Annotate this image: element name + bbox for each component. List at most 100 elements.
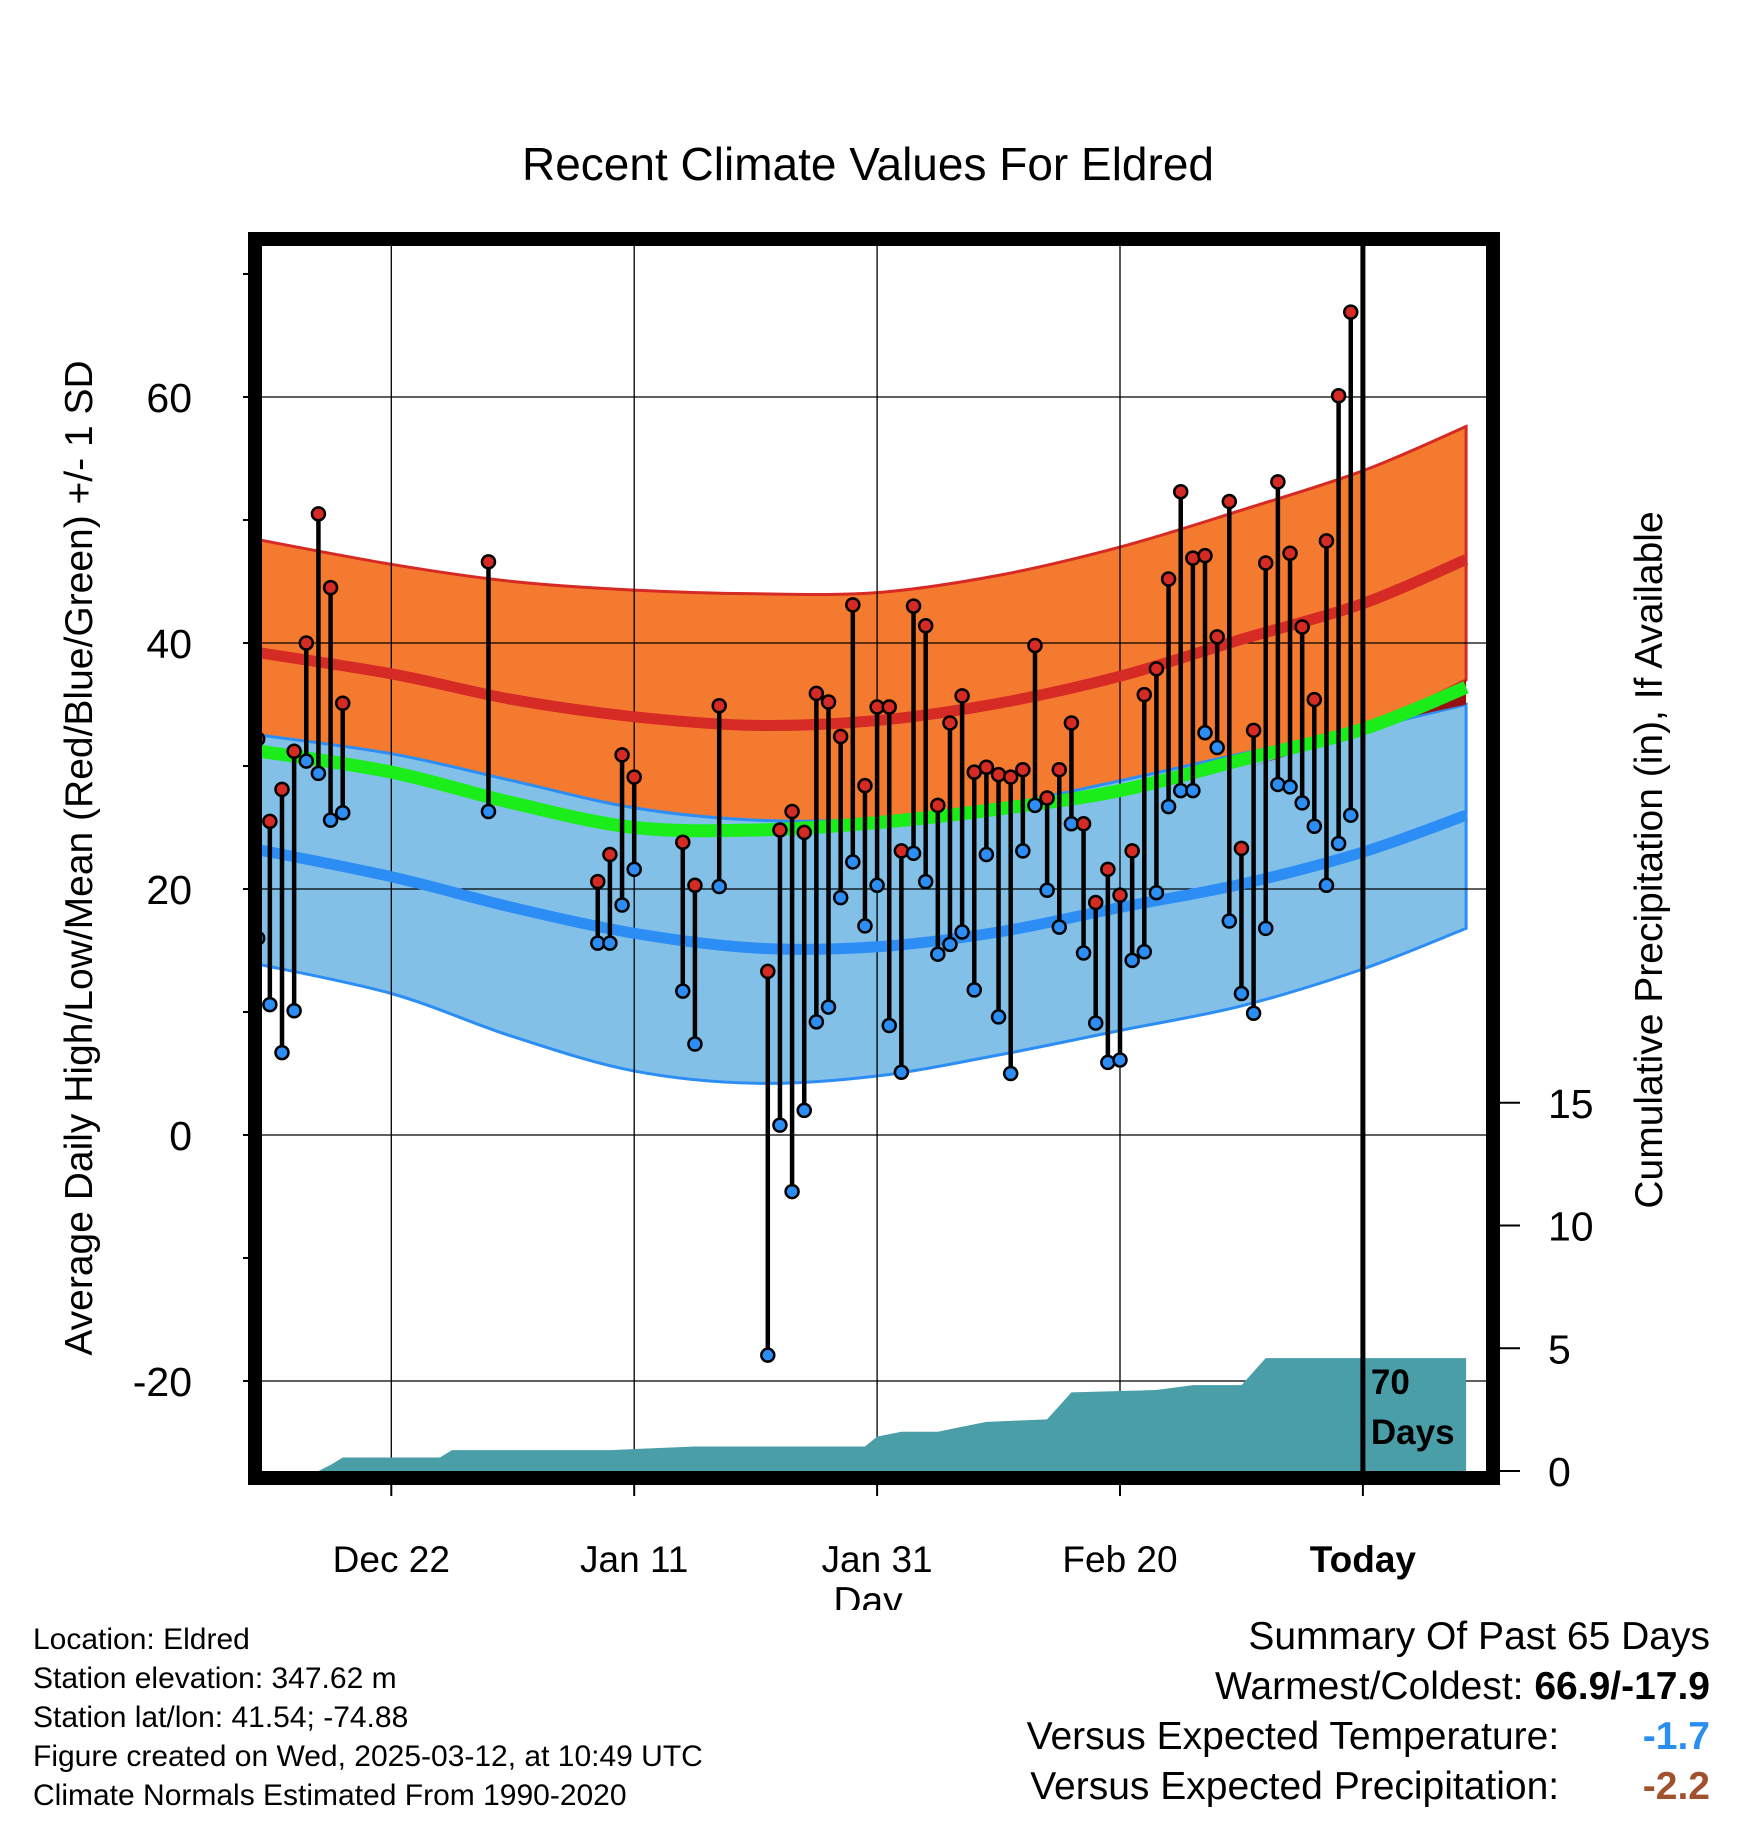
daily-high-point bbox=[1209, 629, 1225, 645]
daily-low-point bbox=[1039, 882, 1055, 898]
warm-cold-label: Warmest/Coldest: bbox=[1215, 1665, 1524, 1708]
daily-high-point bbox=[590, 873, 606, 890]
daily-low-point bbox=[820, 999, 837, 1015]
daily-low-point bbox=[675, 983, 691, 999]
daily-high-point bbox=[1233, 840, 1250, 857]
daily-low-point bbox=[262, 996, 278, 1013]
warm-cold-row: Warmest/Coldest: 66.9/-17.9 bbox=[1027, 1662, 1710, 1712]
daily-low-point bbox=[1257, 920, 1274, 937]
daily-low-point bbox=[905, 845, 922, 862]
y-tick-label: 60 bbox=[146, 375, 192, 421]
daily-high-point bbox=[820, 694, 837, 710]
daily-high-point bbox=[1051, 761, 1068, 778]
precip-value: -2.2 bbox=[1642, 1765, 1710, 1808]
daily-low-point bbox=[1100, 1054, 1116, 1071]
daily-high-point bbox=[845, 597, 861, 613]
elevation-text: Station elevation: 347.62 m bbox=[33, 1662, 397, 1695]
created-text: Figure created on Wed, 2025-03-12, at 10… bbox=[33, 1740, 703, 1773]
warm-cold-value: 66.9/-17.9 bbox=[1534, 1665, 1710, 1708]
daily-low-point bbox=[602, 935, 618, 951]
daily-low-point bbox=[1112, 1052, 1128, 1068]
daily-low-point bbox=[845, 854, 861, 870]
location-text: Location: Eldred bbox=[33, 1623, 250, 1656]
x-axis-label: Day bbox=[833, 1580, 903, 1610]
daily-high-point bbox=[1245, 722, 1262, 739]
daily-high-point bbox=[322, 579, 339, 596]
daily-low-point bbox=[1160, 798, 1177, 815]
daily-low-point bbox=[1330, 835, 1347, 852]
daily-high-point bbox=[1124, 843, 1140, 859]
daily-low-point bbox=[1015, 843, 1031, 859]
y2-tick-label: 5 bbox=[1548, 1326, 1571, 1372]
daily-low-point bbox=[784, 1183, 800, 1200]
daily-low-point bbox=[334, 804, 351, 821]
daily-high-point bbox=[808, 685, 825, 702]
daily-high-point bbox=[1330, 388, 1347, 404]
x-tick-label: Dec 22 bbox=[333, 1539, 450, 1580]
daily-high-point bbox=[1221, 493, 1238, 510]
daily-low-point bbox=[1051, 919, 1068, 935]
daily-high-point bbox=[1002, 769, 1019, 785]
daily-low-point bbox=[1294, 795, 1310, 811]
daily-low-point bbox=[1270, 776, 1286, 793]
daily-high-point bbox=[1063, 715, 1080, 731]
daily-low-point bbox=[966, 982, 983, 998]
y-tick-label: 20 bbox=[146, 867, 192, 913]
daily-high-point bbox=[1136, 686, 1153, 703]
daily-low-point bbox=[1136, 943, 1153, 960]
daily-high-point bbox=[274, 781, 290, 798]
daily-high-point bbox=[796, 824, 812, 841]
daily-high-point bbox=[1282, 545, 1298, 561]
daily-low-point bbox=[1282, 779, 1298, 795]
daily-high-point bbox=[905, 598, 922, 614]
daily-high-point bbox=[857, 777, 873, 794]
daily-low-point bbox=[711, 878, 727, 895]
daily-low-point bbox=[917, 873, 934, 890]
daily-high-point bbox=[978, 759, 995, 775]
daily-low-point bbox=[1343, 807, 1359, 823]
daily-low-point bbox=[310, 765, 327, 782]
daily-low-point bbox=[1245, 1005, 1262, 1021]
daily-high-point bbox=[1185, 550, 1201, 566]
daily-low-point bbox=[1197, 725, 1213, 741]
daily-high-point bbox=[832, 728, 849, 745]
chart-title: Recent Climate Values For Eldred bbox=[522, 138, 1214, 190]
daily-low-point bbox=[1233, 985, 1250, 1002]
daily-high-point bbox=[480, 554, 497, 570]
y-tick-label: 0 bbox=[169, 1113, 192, 1159]
daily-high-point bbox=[760, 963, 776, 980]
x-tick-label: Jan 11 bbox=[580, 1539, 688, 1580]
daily-low-point bbox=[857, 918, 873, 934]
daily-high-point bbox=[881, 699, 897, 715]
daily-low-point bbox=[796, 1102, 812, 1119]
precip-area bbox=[262, 1358, 1467, 1471]
y2-tick-label: 15 bbox=[1548, 1081, 1594, 1127]
daily-low-point bbox=[298, 753, 315, 769]
daily-low-point bbox=[1124, 952, 1140, 969]
daily-low-point bbox=[1318, 877, 1335, 894]
summary-panel: Summary Of Past 65 Days Warmest/Coldest:… bbox=[1027, 1612, 1710, 1812]
daily-high-point bbox=[1318, 533, 1335, 549]
y-tick-label: 40 bbox=[146, 621, 192, 667]
daily-high-point bbox=[917, 618, 934, 634]
daily-low-point bbox=[930, 946, 946, 962]
daily-low-point bbox=[1002, 1065, 1019, 1082]
daily-low-point bbox=[322, 812, 339, 828]
y2-tick-label: 10 bbox=[1548, 1204, 1594, 1250]
daily-high-point bbox=[1172, 483, 1189, 500]
daily-high-point bbox=[614, 747, 630, 763]
daily-low-point bbox=[614, 897, 630, 913]
daily-low-point bbox=[1027, 797, 1043, 814]
plot-frame bbox=[248, 232, 1500, 1485]
daily-high-point bbox=[626, 769, 642, 785]
climate-chart: Recent Climate Values For Eldred 70 Days 6… bbox=[58, 138, 1671, 1610]
daily-low-point bbox=[881, 1017, 897, 1034]
daily-low-point bbox=[480, 803, 497, 820]
temp-row: Versus Expected Temperature: -1.7 bbox=[1027, 1712, 1710, 1762]
daily-high-point bbox=[1160, 571, 1177, 587]
daily-high-point bbox=[675, 834, 691, 851]
temp-value: -1.7 bbox=[1642, 1715, 1710, 1758]
x-tick-label: Feb 20 bbox=[1062, 1539, 1177, 1580]
daily-high-point bbox=[1270, 474, 1286, 490]
daily-low-point bbox=[893, 1064, 910, 1081]
